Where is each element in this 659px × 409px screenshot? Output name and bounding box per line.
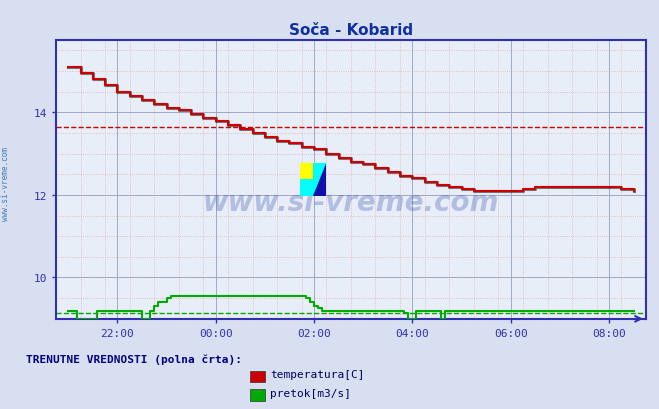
Text: pretok[m3/s]: pretok[m3/s] <box>270 388 351 398</box>
Bar <box>300 180 313 196</box>
Text: TRENUTNE VREDNOSTI (polna črta):: TRENUTNE VREDNOSTI (polna črta): <box>26 353 243 364</box>
Text: www.si-vreme.com: www.si-vreme.com <box>1 147 10 221</box>
Title: Soča - Kobarid: Soča - Kobarid <box>289 23 413 38</box>
Text: www.si-vreme.com: www.si-vreme.com <box>203 188 499 216</box>
Polygon shape <box>313 164 326 196</box>
Polygon shape <box>313 164 326 196</box>
Text: temperatura[C]: temperatura[C] <box>270 369 364 380</box>
Bar <box>300 164 313 180</box>
